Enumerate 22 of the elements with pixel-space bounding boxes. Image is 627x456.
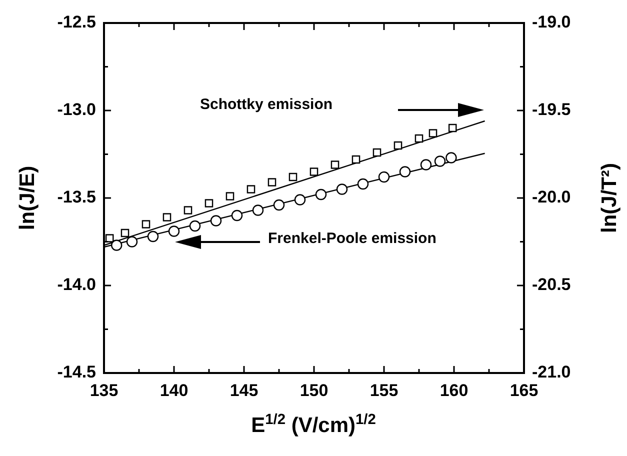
x-tick-label: 135 [90, 380, 118, 400]
x-tick-label: 150 [300, 380, 328, 400]
y2-tick-label: -20.0 [532, 188, 571, 207]
x-tick-label: 140 [160, 380, 188, 400]
y-tick-label: -13.0 [57, 100, 96, 120]
y-tick-label: -12.5 [57, 12, 96, 32]
annotation: Frenkel-Poole emission [268, 230, 436, 247]
y2-tick-label: -20.5 [532, 275, 571, 294]
annotation: Schottky emission [200, 96, 333, 113]
x-tick-label: 165 [510, 380, 538, 400]
y2-axis-title: ln(J/T²) [598, 163, 622, 233]
y-tick-label: -14.0 [57, 275, 96, 294]
y-tick-label: -14.5 [57, 362, 96, 382]
y-axis-title: ln(J/E) [16, 166, 40, 230]
y2-tick-label: -19.5 [532, 100, 571, 120]
y2-tick-label: -21.0 [532, 362, 571, 382]
x-tick-label: 155 [370, 380, 398, 400]
x-axis-title: E$^{1/2}$ (V/cm)$^{1/2}$ [250, 412, 377, 438]
x-tick-label: 160 [440, 380, 468, 400]
x-tick-label: 145 [230, 380, 258, 400]
y2-tick-label: -19.0 [532, 12, 571, 32]
y-tick-label: -13.5 [57, 188, 96, 207]
